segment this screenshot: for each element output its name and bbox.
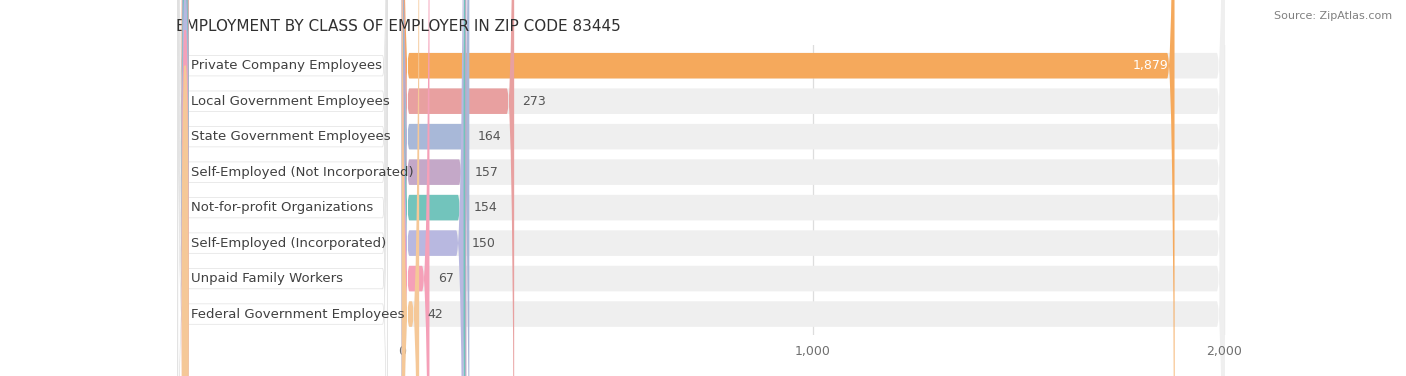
FancyBboxPatch shape bbox=[402, 0, 465, 376]
Text: Not-for-profit Organizations: Not-for-profit Organizations bbox=[191, 201, 374, 214]
FancyBboxPatch shape bbox=[177, 0, 388, 376]
Text: State Government Employees: State Government Employees bbox=[191, 130, 391, 143]
FancyBboxPatch shape bbox=[402, 0, 429, 376]
FancyBboxPatch shape bbox=[177, 0, 388, 376]
Text: Unpaid Family Workers: Unpaid Family Workers bbox=[191, 272, 343, 285]
Text: Self-Employed (Incorporated): Self-Employed (Incorporated) bbox=[191, 237, 387, 250]
FancyBboxPatch shape bbox=[177, 0, 388, 376]
FancyBboxPatch shape bbox=[177, 0, 388, 376]
FancyBboxPatch shape bbox=[402, 0, 1225, 376]
FancyBboxPatch shape bbox=[402, 0, 1225, 376]
Text: Source: ZipAtlas.com: Source: ZipAtlas.com bbox=[1274, 11, 1392, 21]
Text: Private Company Employees: Private Company Employees bbox=[191, 59, 382, 72]
Text: Self-Employed (Not Incorporated): Self-Employed (Not Incorporated) bbox=[191, 166, 413, 179]
FancyBboxPatch shape bbox=[402, 0, 1225, 376]
Text: 273: 273 bbox=[523, 95, 546, 108]
FancyBboxPatch shape bbox=[402, 0, 1174, 376]
Text: 150: 150 bbox=[472, 237, 496, 250]
FancyBboxPatch shape bbox=[402, 0, 1225, 376]
Circle shape bbox=[183, 0, 188, 350]
Text: 1,879: 1,879 bbox=[1133, 59, 1168, 72]
FancyBboxPatch shape bbox=[402, 0, 1225, 376]
Circle shape bbox=[183, 66, 188, 376]
Text: 157: 157 bbox=[475, 166, 499, 179]
FancyBboxPatch shape bbox=[402, 0, 464, 376]
Circle shape bbox=[183, 30, 188, 376]
Text: Local Government Employees: Local Government Employees bbox=[191, 95, 389, 108]
FancyBboxPatch shape bbox=[402, 0, 470, 376]
FancyBboxPatch shape bbox=[402, 0, 515, 376]
FancyBboxPatch shape bbox=[402, 0, 1225, 376]
Text: 67: 67 bbox=[437, 272, 454, 285]
Text: EMPLOYMENT BY CLASS OF EMPLOYER IN ZIP CODE 83445: EMPLOYMENT BY CLASS OF EMPLOYER IN ZIP C… bbox=[176, 19, 620, 34]
FancyBboxPatch shape bbox=[177, 0, 388, 376]
FancyBboxPatch shape bbox=[402, 0, 419, 376]
Circle shape bbox=[183, 0, 188, 376]
Circle shape bbox=[183, 0, 188, 376]
FancyBboxPatch shape bbox=[402, 0, 1225, 376]
Text: 42: 42 bbox=[427, 308, 443, 321]
Text: Federal Government Employees: Federal Government Employees bbox=[191, 308, 405, 321]
Circle shape bbox=[183, 0, 188, 376]
FancyBboxPatch shape bbox=[177, 0, 388, 376]
Text: 154: 154 bbox=[474, 201, 498, 214]
FancyBboxPatch shape bbox=[177, 0, 388, 376]
FancyBboxPatch shape bbox=[177, 0, 388, 376]
Circle shape bbox=[183, 0, 188, 376]
FancyBboxPatch shape bbox=[402, 0, 1225, 376]
Circle shape bbox=[183, 0, 188, 314]
FancyBboxPatch shape bbox=[402, 0, 467, 376]
Text: 164: 164 bbox=[478, 130, 501, 143]
